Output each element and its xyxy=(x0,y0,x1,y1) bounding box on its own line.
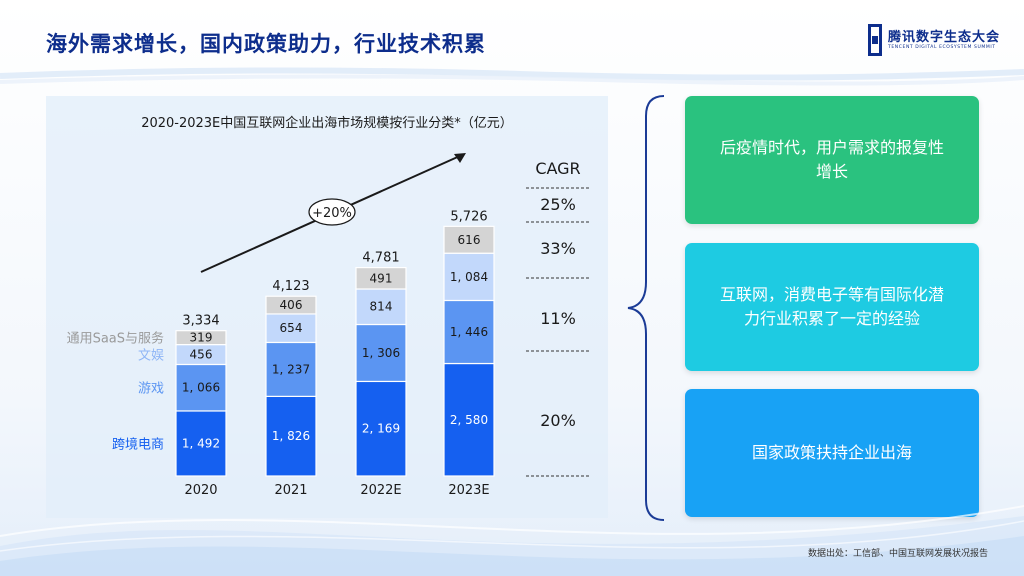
insight-card-demand: 后疫情时代，用户需求的报复性增长 xyxy=(685,96,979,224)
growth-rate-label: +20% xyxy=(312,206,352,221)
bar-total-label: 4,781 xyxy=(362,251,399,266)
insight-card-text: 国家政策扶持企业出海 xyxy=(751,443,912,462)
cagr-value: 25% xyxy=(540,195,576,214)
logo-name-cn: 腾讯数字生态大会 xyxy=(888,30,1001,45)
series-label: 通用SaaS与服务 xyxy=(67,331,164,347)
bar-segment xyxy=(443,299,495,365)
cagr-value: 11% xyxy=(540,309,576,328)
cagr-value: 20% xyxy=(540,411,576,430)
market-size-chart: 2020-2023E中国互联网企业出海市场规模按行业分类*（亿元） 1, 492 1… xyxy=(67,115,591,498)
logo-mark-icon xyxy=(868,24,882,56)
title-decoration xyxy=(0,67,1024,86)
bar-total-label: 3,334 xyxy=(182,314,219,329)
x-tick-label: 2020 xyxy=(184,483,217,498)
segment-value-label: 1, 084 xyxy=(450,270,488,284)
bar-segment xyxy=(443,362,495,477)
segment-value-label: 2, 169 xyxy=(362,422,400,436)
segment-value-label: 319 xyxy=(190,331,213,345)
bar-segment xyxy=(443,252,495,302)
cagr-header: CAGR xyxy=(535,159,580,178)
bar-total-label: 4,123 xyxy=(272,279,309,294)
growth-arrow-head-icon xyxy=(454,153,466,163)
insight-card-experience: 互联网，消费电子等有国际化潜力行业积累了一定的经验 xyxy=(685,243,979,371)
segment-value-label: 2, 580 xyxy=(450,413,488,427)
insight-card-policy: 国家政策扶持企业出海 xyxy=(685,389,979,517)
curly-brace-icon xyxy=(627,95,665,521)
segment-value-label: 406 xyxy=(280,298,303,312)
segment-value-label: 1, 066 xyxy=(182,381,220,395)
data-source-note: 数据出处：工信部、中国互联网发展状况报告 xyxy=(807,549,988,559)
bar-segment xyxy=(443,225,495,254)
logo-name-en: TENCENT DIGITAL ECOSYSTEM SUMMIT xyxy=(888,45,996,50)
series-label: 游戏 xyxy=(138,382,164,397)
summit-logo: 腾讯数字生态大会 TENCENT DIGITAL ECOSYSTEM SUMMI… xyxy=(866,22,1016,66)
segment-value-label: 616 xyxy=(458,233,481,247)
x-tick-label: 2023E xyxy=(448,483,489,498)
series-label: 文娱 xyxy=(138,349,164,364)
x-tick-label: 2021 xyxy=(274,483,307,498)
segment-value-label: 814 xyxy=(370,300,393,314)
bar-segment xyxy=(265,395,317,477)
bar-segment xyxy=(265,295,317,315)
insight-card-text: 互联网，消费电子等有国际化潜力行业积累了一定的经验 xyxy=(719,285,944,328)
segment-value-label: 456 xyxy=(190,348,213,362)
bottom-wave-decoration xyxy=(0,505,1024,576)
bar-segment xyxy=(265,313,317,344)
bar-total-label: 5,726 xyxy=(450,209,487,224)
segment-value-label: 1, 237 xyxy=(272,362,310,376)
segment-value-label: 1, 446 xyxy=(450,325,488,339)
bar-segment xyxy=(265,341,317,397)
segment-value-label: 491 xyxy=(370,271,393,285)
cagr-value: 33% xyxy=(540,239,576,258)
bar-segment xyxy=(355,266,407,290)
growth-badge xyxy=(308,198,356,226)
chart-panel xyxy=(46,96,608,518)
segment-value-label: 654 xyxy=(280,321,303,335)
x-tick-label: 2022E xyxy=(360,483,401,498)
bar-segment xyxy=(175,410,227,477)
series-label: 跨境电商 xyxy=(112,437,164,452)
segment-value-label: 1, 492 xyxy=(182,436,220,450)
segment-value-label: 1, 826 xyxy=(272,429,310,443)
slide-title: 海外需求增长，国内政策助力，行业技术积累 xyxy=(46,32,486,56)
bar-segment xyxy=(175,330,227,346)
segment-value-label: 1, 306 xyxy=(362,346,400,360)
chart-title: 2020-2023E中国互联网企业出海市场规模按行业分类*（亿元） xyxy=(141,115,513,131)
insight-card-text: 后疫情时代，用户需求的报复性增长 xyxy=(719,138,944,181)
